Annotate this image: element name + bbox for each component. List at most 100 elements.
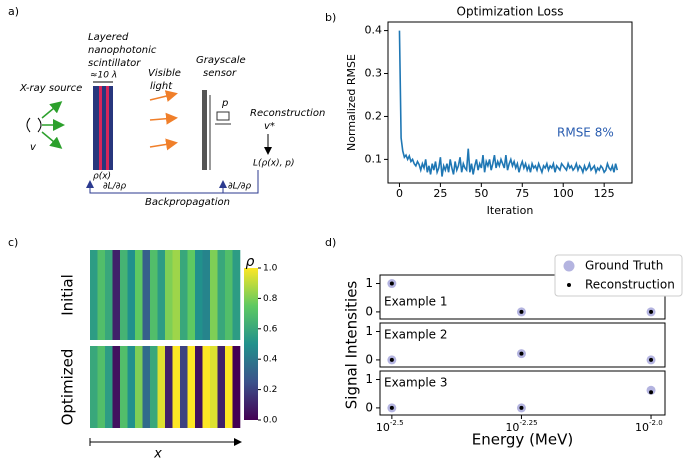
diagram: X-ray source v Layered nanophotonic scinti…	[19, 32, 325, 208]
heatmap-cell	[165, 346, 173, 428]
heatmap-cell	[97, 250, 106, 340]
heatmap-cell	[105, 346, 113, 428]
heatmap-cell	[157, 346, 166, 428]
colorbar-tick-label: 0.6	[263, 324, 278, 334]
legend-label: Reconstruction	[585, 278, 675, 292]
heatmap-cell	[90, 250, 98, 340]
x-tick-label: 0	[396, 187, 403, 200]
x-tick-label: 25	[433, 187, 447, 200]
backprop-line	[86, 170, 259, 194]
subplot-title: Example 3	[384, 376, 448, 390]
sensor	[202, 90, 207, 170]
heatmap-cell	[187, 346, 196, 428]
subplot-frame	[379, 322, 666, 368]
heatmap-cell	[90, 346, 98, 428]
source-var: v	[30, 142, 37, 153]
reconstruction-point	[519, 351, 524, 356]
ray	[41, 131, 63, 149]
reconstruction-point	[389, 357, 394, 362]
heatmap-cell	[135, 250, 143, 340]
sensor-label: Grayscale sensor	[196, 55, 246, 79]
reconstruction-point	[389, 281, 394, 286]
heatmap-cell	[127, 250, 136, 340]
source-icon	[26, 117, 31, 133]
heatmap-cell	[187, 250, 196, 340]
x-tick-label: 10	[376, 421, 390, 434]
heatmap-cell	[150, 250, 158, 340]
heatmap-cell	[112, 346, 121, 428]
heatmap-cell	[180, 346, 188, 428]
heatmap-cell	[195, 250, 203, 340]
heatmap-cell	[142, 346, 151, 428]
reconstruction-point	[519, 309, 524, 314]
x-tick-label: 100	[553, 187, 574, 200]
reconstruction-point	[649, 357, 654, 362]
colorbar-tick-label: 0.8	[263, 294, 278, 304]
subplot-frame	[379, 370, 666, 416]
y-tick-label: 0.2	[365, 109, 383, 122]
heatmap-cell	[202, 346, 211, 428]
light-label: Visible light	[148, 68, 181, 92]
row-label: Optimized	[59, 349, 77, 426]
x-tick-exponent: -2.25	[519, 419, 537, 427]
y-tick-label: 0.4	[365, 24, 383, 37]
scintillator-label: Layered nanophotonic scintillator	[88, 32, 157, 69]
y-axis-label: Signal Intensities	[343, 281, 361, 410]
subplot-title: Example 1	[384, 295, 448, 309]
monitor-icon	[216, 111, 230, 121]
light-ray	[149, 138, 178, 151]
grad-label: ∂L/∂ρ	[228, 182, 251, 192]
y-axis-label: Normalized RMSE	[345, 54, 358, 151]
x-tick-label: 125	[594, 187, 615, 200]
reconstruction-point	[649, 309, 654, 314]
x-tick-label: 50	[474, 187, 488, 200]
x-axis-label: Iteration	[487, 204, 534, 217]
heatmap-cell	[157, 250, 166, 340]
heatmap-cell	[225, 250, 233, 340]
heatmap-cell	[120, 346, 128, 428]
light-ray	[149, 112, 178, 125]
heatmap-cell	[217, 250, 226, 340]
x-tick-exponent: -2.0	[649, 419, 663, 427]
backprop-label: Backpropagation	[145, 197, 230, 208]
colorbar-tick-label: 1.0	[263, 264, 278, 274]
x-tick-label: 10	[505, 421, 519, 434]
heatmap-cell	[195, 346, 203, 428]
heatmap-cell	[127, 346, 136, 428]
annotation: RMSE 8%	[557, 126, 614, 140]
chart-title: Optimization Loss	[457, 5, 564, 19]
panel-label: a)	[8, 5, 19, 18]
heatmap-cell	[232, 250, 241, 340]
axes-frame	[387, 21, 633, 184]
heatmap-cell	[232, 346, 241, 428]
grad-label: ∂L/∂ρ	[103, 182, 126, 192]
heatmap-cell	[225, 346, 233, 428]
y-tick-label: 1	[365, 276, 373, 290]
subplot-frame	[379, 274, 666, 320]
heatmap-cell	[165, 250, 173, 340]
ray	[41, 101, 63, 119]
recon-label: Reconstruction	[250, 108, 325, 119]
heatmap-cell	[180, 250, 188, 340]
heatmap-cell	[172, 346, 181, 428]
y-tick-label: 0	[365, 352, 373, 366]
panel-label: d)	[325, 236, 336, 249]
reconstruction-point	[519, 405, 524, 410]
heatmap-cell	[150, 346, 158, 428]
y-tick-label: 1	[365, 324, 373, 338]
row-label: Initial	[59, 274, 77, 316]
layer	[106, 86, 109, 170]
x-axis-label: Energy (MeV)	[472, 431, 573, 449]
y-tick-label: 0.1	[365, 152, 383, 165]
sensor-var: p	[221, 98, 228, 109]
heatmap-cell	[210, 346, 218, 428]
subplot-title: Example 2	[384, 328, 448, 342]
y-tick-label: 0.3	[365, 67, 383, 80]
colorbar-label: ρ	[246, 254, 255, 270]
heatmap-cell	[120, 250, 128, 340]
recon-var: v*	[264, 121, 275, 132]
heatmap-cell	[202, 250, 211, 340]
thickness-label: ≈10 λ	[90, 71, 117, 81]
colorbar	[244, 268, 258, 420]
